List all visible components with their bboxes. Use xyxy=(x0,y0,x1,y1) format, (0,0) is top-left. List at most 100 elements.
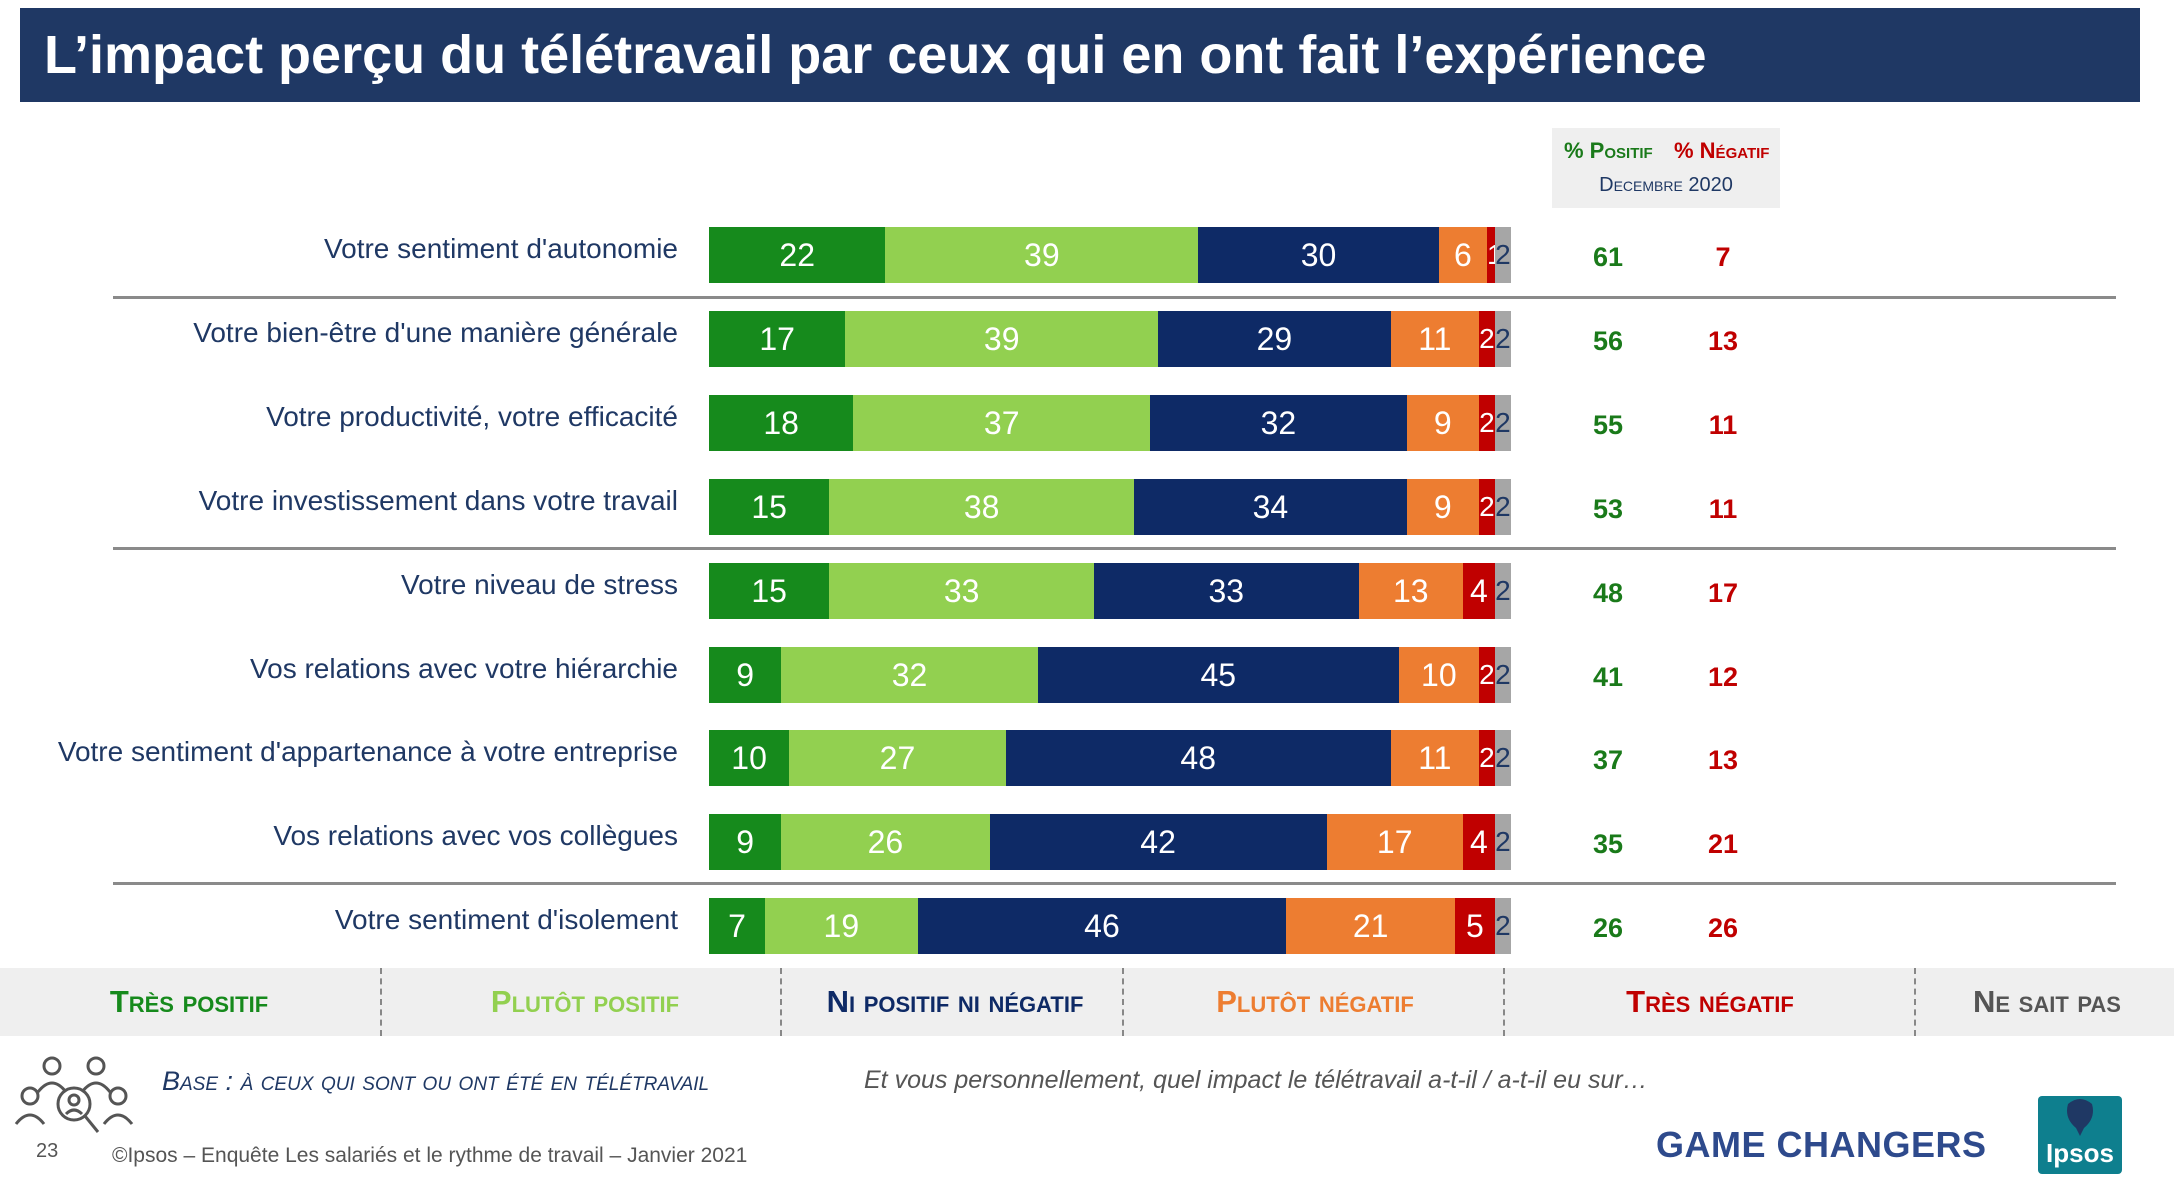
legend-item-ne-sait-pas: Ne sait pas xyxy=(1972,984,2121,1019)
bar-segment-ne-sait-pas: 2 xyxy=(1494,898,1511,954)
bar-segment-ni-ni: 45 xyxy=(1037,647,1399,703)
bar-segment-plutot-negatif: 21 xyxy=(1286,898,1455,954)
row-label: Votre sentiment d'autonomie xyxy=(323,233,678,264)
row-label: Votre sentiment d'isolement xyxy=(334,904,678,935)
row-label: Vos relations avec vos collègues xyxy=(273,820,678,851)
negative-total: 11 xyxy=(1708,494,1738,524)
bar-segment-ne-sait-pas: 2 xyxy=(1494,647,1511,703)
bar-segment-ne-sait-pas: 2 xyxy=(1494,227,1511,283)
group-separator xyxy=(113,882,2116,885)
bar-segment-plutot-positif: 37 xyxy=(853,395,1151,451)
people-search-icon xyxy=(14,1056,134,1133)
bar-segment-ne-sait-pas: 2 xyxy=(1494,395,1511,451)
positive-total: 35 xyxy=(1592,829,1624,859)
negative-total: 11 xyxy=(1708,410,1738,440)
bar-segment-tres-positif: 18 xyxy=(709,395,854,451)
positive-total: 53 xyxy=(1592,494,1624,524)
legend-item-plutot-negatif: Plutôt négatif xyxy=(1216,984,1414,1019)
logo-mark-icon xyxy=(2067,1099,2093,1136)
bar-segment-ne-sait-pas: 2 xyxy=(1494,563,1511,619)
bar-segment-ne-sait-pas: 2 xyxy=(1494,814,1511,870)
negative-total: 7 xyxy=(1715,242,1731,272)
bar-segment-tres-positif: 9 xyxy=(709,647,782,703)
bar-segment-ni-ni: 34 xyxy=(1134,479,1407,535)
bar-segment-tres-positif: 17 xyxy=(709,311,846,367)
bar-segment-ne-sait-pas: 2 xyxy=(1494,479,1511,535)
bar-segment-plutot-negatif: 13 xyxy=(1358,563,1463,619)
positive-total: 48 xyxy=(1592,578,1624,608)
group-separator xyxy=(113,296,2116,299)
row-label: Votre niveau de stress xyxy=(400,569,678,600)
bar-segment-ni-ni: 29 xyxy=(1158,311,1391,367)
positive-header: % Positif xyxy=(1564,138,1653,163)
bar-segment-plutot-positif: 32 xyxy=(781,647,1038,703)
page-number: 23 xyxy=(36,1140,59,1162)
bar-segment-tres-negatif: 2 xyxy=(1478,730,1495,786)
bar-segment-plutot-negatif: 6 xyxy=(1438,227,1487,283)
survey-date: Decembre 2020 xyxy=(1599,174,1733,196)
credit-text: ©Ipsos – Enquête Les salariés et le ryth… xyxy=(112,1144,748,1167)
group-separator xyxy=(113,547,2116,550)
row-label: Votre sentiment d'appartenance à votre e… xyxy=(57,736,678,767)
row-label: Votre bien-être d'une manière générale xyxy=(193,317,678,348)
bar-segment-plutot-positif: 39 xyxy=(845,311,1159,367)
bar-segment-plutot-positif: 27 xyxy=(789,730,1006,786)
negative-total: 21 xyxy=(1707,829,1739,859)
legend-item-tres-positif: Très positif xyxy=(109,984,269,1019)
negative-total: 12 xyxy=(1707,662,1739,692)
legend-divider xyxy=(1122,968,1124,1036)
logo-text: Ipsos xyxy=(2046,1138,2114,1168)
tagline: GAME CHANGERS xyxy=(1656,1124,1987,1165)
bar-segment-ni-ni: 30 xyxy=(1198,227,1439,283)
bar-segment-tres-negatif: 1 xyxy=(1486,227,1503,283)
bar-segment-tres-positif: 22 xyxy=(709,227,886,283)
positive-total: 26 xyxy=(1592,913,1624,943)
totals-header: % Positif % Négatif Decembre 2020 xyxy=(1552,128,1780,208)
bar-segment-ni-ni: 33 xyxy=(1093,563,1359,619)
legend-divider xyxy=(1914,968,1916,1036)
positive-total: 55 xyxy=(1592,410,1624,440)
ipsos-logo: Ipsos xyxy=(2038,1096,2122,1174)
bar-segment-tres-negatif: 2 xyxy=(1478,647,1495,703)
row-label: Votre productivité, votre efficacité xyxy=(266,401,678,432)
negative-header: % Négatif xyxy=(1674,138,1770,163)
bar-segment-tres-positif: 15 xyxy=(709,479,830,535)
legend-divider xyxy=(1503,968,1505,1036)
bar-segment-plutot-negatif: 9 xyxy=(1406,395,1479,451)
bar-segment-plutot-positif: 38 xyxy=(829,479,1135,535)
bar-segment-plutot-negatif: 11 xyxy=(1390,311,1479,367)
positive-total: 41 xyxy=(1592,662,1624,692)
row-label: Votre investissement dans votre travail xyxy=(198,485,678,516)
bar-segment-ne-sait-pas: 2 xyxy=(1494,730,1511,786)
question-text: Et vous personnellement, quel impact le … xyxy=(864,1066,1648,1094)
page-title: L’impact perçu du télétravail par ceux q… xyxy=(20,8,2140,102)
bar-segment-tres-positif: 15 xyxy=(709,563,830,619)
negative-total: 26 xyxy=(1707,913,1739,943)
legend-item-tres-negatif: Très négatif xyxy=(1626,984,1794,1019)
bar-segment-ni-ni: 42 xyxy=(989,814,1327,870)
bar-segment-tres-negatif: 4 xyxy=(1462,563,1495,619)
bar-segment-ne-sait-pas: 2 xyxy=(1494,311,1511,367)
bar-segment-ni-ni: 46 xyxy=(917,898,1287,954)
negative-total: 13 xyxy=(1707,326,1739,356)
bar-segment-tres-positif: 7 xyxy=(709,898,766,954)
bar-segment-tres-positif: 9 xyxy=(709,814,782,870)
bar-segment-plutot-positif: 33 xyxy=(829,563,1094,619)
legend-divider xyxy=(380,968,382,1036)
bar-segment-tres-positif: 10 xyxy=(709,730,790,786)
positive-total: 37 xyxy=(1592,745,1624,775)
negative-total: 13 xyxy=(1707,745,1739,775)
row-label: Vos relations avec votre hiérarchie xyxy=(250,653,678,684)
legend-divider xyxy=(780,968,782,1036)
bar-segment-tres-negatif: 5 xyxy=(1454,898,1495,954)
positive-total: 56 xyxy=(1592,326,1624,356)
bar-segment-plutot-negatif: 10 xyxy=(1398,647,1479,703)
bar-segment-plutot-positif: 26 xyxy=(781,814,990,870)
bar-segment-plutot-positif: 39 xyxy=(885,227,1199,283)
bar-segment-tres-negatif: 2 xyxy=(1478,479,1495,535)
bar-segment-plutot-positif: 19 xyxy=(765,898,918,954)
bar-segment-ni-ni: 32 xyxy=(1150,395,1407,451)
bar-segment-plutot-negatif: 11 xyxy=(1390,730,1479,786)
bar-segment-tres-negatif: 4 xyxy=(1462,814,1495,870)
legend-item-plutot-positif: Plutôt positif xyxy=(490,984,680,1019)
